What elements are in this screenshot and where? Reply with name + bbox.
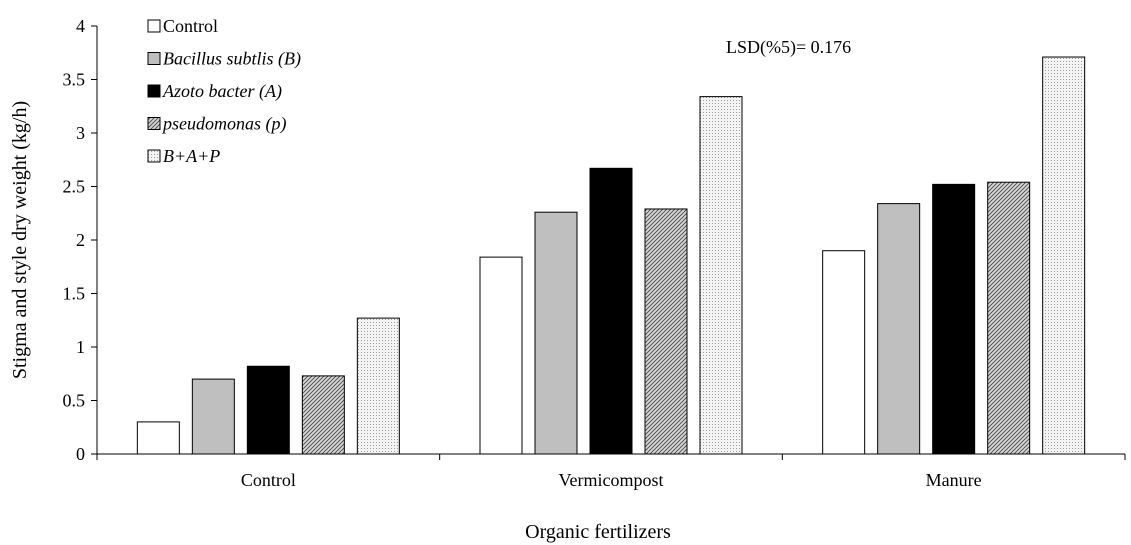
y-tick-label: 4: [76, 16, 85, 36]
bar: [822, 250, 866, 455]
y-tick-label: 3: [76, 123, 85, 143]
legend-label: Bacillus subtlis (B): [163, 49, 301, 70]
bar: [877, 203, 921, 455]
x-axis-label: Organic fertilizers: [525, 521, 671, 543]
legend-swatch: [147, 84, 161, 98]
bar: [932, 183, 976, 455]
legend-label: pseudomonas (p): [161, 114, 287, 135]
y-tick-label: 0: [76, 444, 85, 464]
bar: [534, 211, 578, 455]
legend-swatch: [147, 19, 161, 33]
x-tick-label: Vermicompost: [559, 470, 664, 490]
x-tick-label: Manure: [926, 470, 982, 490]
bar: [589, 167, 633, 455]
y-tick-label: 2.5: [63, 177, 86, 197]
x-tick-label: Control: [241, 470, 296, 490]
bar: [136, 421, 180, 455]
legend: Control Bacillus subtlis (B) Azoto bacter …: [147, 16, 301, 166]
bar: [356, 317, 400, 455]
bar: [1042, 56, 1086, 455]
y-tick-label: 1.5: [63, 284, 86, 304]
bar: [699, 96, 743, 455]
bar: [644, 208, 688, 455]
legend-swatch: [147, 52, 161, 65]
bar: [191, 378, 235, 455]
y-tick-label: 3.5: [63, 70, 86, 90]
y-tick-label: 1: [76, 337, 85, 357]
legend-swatch: [147, 117, 161, 130]
legend-label: Control: [163, 16, 218, 36]
bar: [246, 365, 290, 455]
y-axis-label: Stigma and style dry weight (kg/h): [9, 101, 31, 379]
legend-label: B+A+P: [163, 146, 220, 166]
bar: [479, 256, 523, 455]
bar: [301, 375, 345, 455]
y-tick-label: 0.5: [63, 391, 86, 411]
legend-swatch: [147, 149, 161, 163]
lsd-annotation: LSD(%5)= 0.176: [726, 37, 851, 58]
tick-labels: 0 0.5 1 1.5 2 2.5 3 3.5 4 Control Vermicompost Manu…: [63, 16, 982, 490]
bar: [987, 181, 1031, 455]
legend-label: Azoto bacter (A): [162, 81, 282, 102]
bars: [136, 56, 1086, 455]
y-tick-label: 2: [76, 230, 85, 250]
